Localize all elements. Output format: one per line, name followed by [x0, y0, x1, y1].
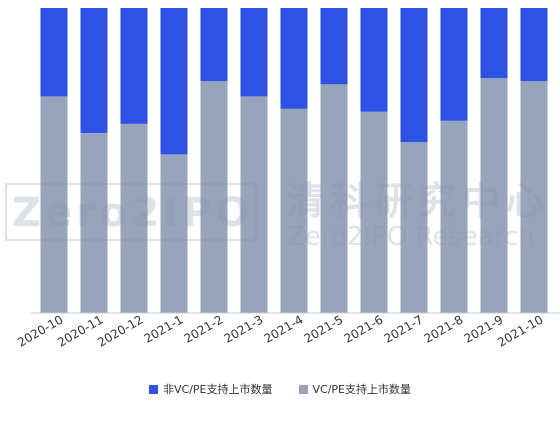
watermark: Zero2IPO 清科研究中心 Zero2IPO Research	[5, 179, 550, 252]
x-tick-label: 2021-8	[422, 312, 466, 345]
bar-non-vcpe-2020-12	[120, 8, 148, 124]
bar-non-vcpe-2021-7	[400, 8, 428, 143]
x-axis-labels: 2020-102020-112020-122021-12021-22021-32…	[15, 312, 545, 349]
bars-layer	[40, 8, 548, 314]
bar-vcpe-2020-11	[80, 133, 108, 313]
bar-non-vcpe-2021-1	[160, 8, 188, 155]
bar-non-vcpe-2021-9	[480, 8, 508, 79]
bar-non-vcpe-2021-4	[280, 8, 308, 109]
bar-non-vcpe-2020-10	[40, 8, 68, 97]
x-tick-label: 2020-12	[95, 312, 145, 349]
legend-item-non-vcpe: 非VC/PE支持上市数量	[149, 381, 273, 397]
bar-vcpe-2021-4	[280, 108, 308, 313]
legend-label-non-vcpe: 非VC/PE支持上市数量	[163, 383, 273, 396]
legend-swatch-vcpe	[298, 384, 308, 394]
x-tick-label: 2021-6	[342, 312, 386, 345]
bar-non-vcpe-2021-8	[440, 8, 468, 121]
x-tick-label: 2021-1	[142, 312, 186, 345]
legend-swatch-non-vcpe	[149, 384, 158, 394]
bar-vcpe-2021-5	[320, 84, 348, 314]
x-tick-label: 2021-10	[495, 312, 545, 349]
watermark-logo-text: Zero2IPO	[12, 190, 253, 236]
x-tick-label: 2021-2	[182, 312, 226, 345]
legend: 非VC/PE支持上市数量 VC/PE支持上市数量	[0, 381, 560, 397]
legend-item-vcpe: VC/PE支持上市数量	[298, 381, 412, 397]
x-tick-label: 2021-5	[302, 312, 346, 345]
bar-non-vcpe-2021-10	[520, 8, 548, 82]
bar-vcpe-2021-10	[520, 81, 548, 313]
bar-non-vcpe-2021-5	[320, 8, 348, 85]
bar-non-vcpe-2021-6	[360, 8, 388, 112]
watermark-title-en: Zero2IPO Research	[287, 222, 535, 252]
bar-vcpe-2020-12	[120, 123, 148, 314]
x-tick-label: 2021-7	[382, 312, 426, 345]
bar-vcpe-2021-8	[440, 120, 468, 313]
bar-vcpe-2021-9	[480, 78, 508, 313]
chart: Zero2IPO 清科研究中心 Zero2IPO Research 2020-1…	[5, 8, 560, 350]
bar-vcpe-2021-2	[200, 81, 228, 313]
watermark-title-cn: 清科研究中心	[286, 179, 550, 223]
legend-label-vcpe: VC/PE支持上市数量	[312, 383, 412, 396]
bar-vcpe-2021-7	[400, 142, 428, 313]
bar-non-vcpe-2021-2	[200, 8, 228, 82]
bar-non-vcpe-2021-3	[240, 8, 268, 97]
bar-vcpe-2021-1	[160, 154, 188, 313]
x-tick-label: 2021-4	[262, 312, 306, 345]
bar-vcpe-2021-3	[240, 96, 268, 313]
bar-vcpe-2020-10	[40, 96, 68, 313]
bar-non-vcpe-2020-11	[80, 8, 108, 133]
watermark-logo-frame	[5, 183, 257, 241]
x-tick-label: 2021-3	[222, 312, 266, 345]
bar-vcpe-2021-6	[360, 111, 388, 313]
